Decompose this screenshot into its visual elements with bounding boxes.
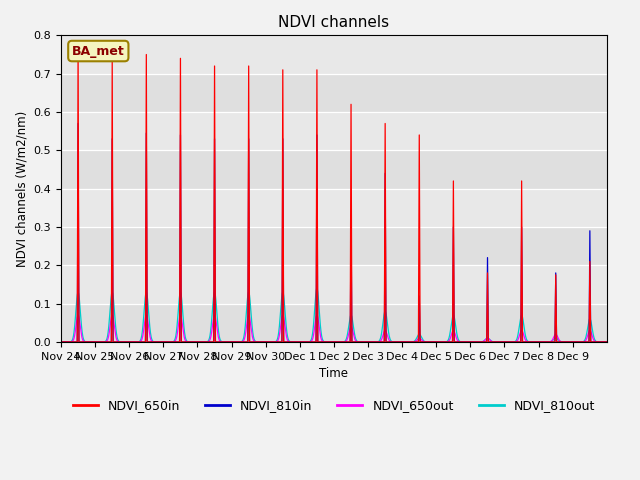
NDVI_810out [57, 339, 65, 345]
Line: NDVI_810in: NDVI_810in [61, 123, 607, 342]
NDVI_810out [404, 339, 412, 345]
NDVI_650in [603, 339, 611, 345]
Text: BA_met: BA_met [72, 45, 125, 58]
NDVI_650in [520, 339, 527, 345]
NDVI_810out [603, 339, 611, 345]
NDVI_650out [74, 312, 82, 318]
NDVI_650in [487, 339, 495, 345]
Bar [61, 303, 607, 342]
NDVI_650out [169, 339, 177, 345]
NDVI_650out [603, 339, 611, 345]
X-axis label: Time: Time [319, 367, 348, 380]
Title: NDVI channels: NDVI channels [278, 15, 390, 30]
NDVI_650out [404, 339, 412, 345]
NDVI_650out [597, 339, 605, 345]
NDVI_650in [404, 339, 412, 345]
NDVI_810in [452, 339, 460, 345]
NDVI_650in [57, 339, 65, 345]
NDVI_650in [452, 339, 460, 345]
Bar [61, 73, 607, 112]
NDVI_810in [603, 339, 611, 345]
NDVI_810out [169, 339, 177, 345]
NDVI_650out [57, 339, 65, 345]
NDVI_810in [74, 120, 82, 126]
Bar [61, 150, 607, 189]
Line: NDVI_650in: NDVI_650in [61, 47, 607, 342]
NDVI_810out [313, 286, 321, 291]
NDVI_650out [520, 332, 527, 337]
NDVI_810out [597, 339, 605, 345]
Legend: NDVI_650in, NDVI_810in, NDVI_650out, NDVI_810out: NDVI_650in, NDVI_810in, NDVI_650out, NDV… [68, 394, 600, 417]
NDVI_810out [520, 320, 527, 326]
NDVI_650in [597, 339, 605, 345]
NDVI_650out [452, 334, 460, 339]
NDVI_650out [487, 338, 495, 344]
NDVI_810in [404, 339, 412, 345]
NDVI_810in [487, 339, 495, 345]
NDVI_810out [452, 325, 460, 331]
Line: NDVI_810out: NDVI_810out [61, 288, 607, 342]
NDVI_810in [169, 339, 177, 345]
NDVI_650in [74, 44, 82, 50]
NDVI_810in [597, 339, 605, 345]
NDVI_650in [169, 339, 177, 345]
Y-axis label: NDVI channels (W/m2/nm): NDVI channels (W/m2/nm) [15, 110, 28, 267]
NDVI_810in [520, 339, 527, 345]
Line: NDVI_650out: NDVI_650out [61, 315, 607, 342]
Bar [61, 227, 607, 265]
NDVI_810out [487, 337, 495, 343]
NDVI_810in [57, 339, 65, 345]
